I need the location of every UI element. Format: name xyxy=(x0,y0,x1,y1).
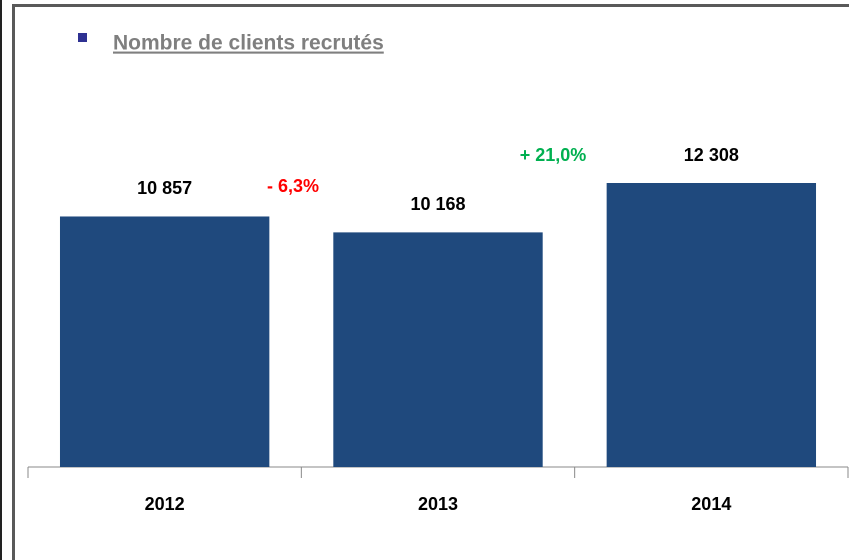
x-tick-label: 2014 xyxy=(691,494,731,514)
bar xyxy=(606,183,817,467)
chart-title: Nombre de clients recrutés xyxy=(113,32,384,55)
bar xyxy=(333,232,543,467)
value-label: 10 857 xyxy=(137,178,192,198)
left-edge xyxy=(0,0,2,560)
x-tick-label: 2012 xyxy=(145,494,185,514)
bar xyxy=(59,216,270,467)
x-tick-label: 2013 xyxy=(418,494,458,514)
bullet xyxy=(78,33,87,42)
value-label: 12 308 xyxy=(684,145,739,165)
frame xyxy=(12,4,849,560)
annotation: - 6,3% xyxy=(267,176,319,196)
annotation: + 21,0% xyxy=(520,145,587,165)
value-label: 10 168 xyxy=(410,194,465,214)
